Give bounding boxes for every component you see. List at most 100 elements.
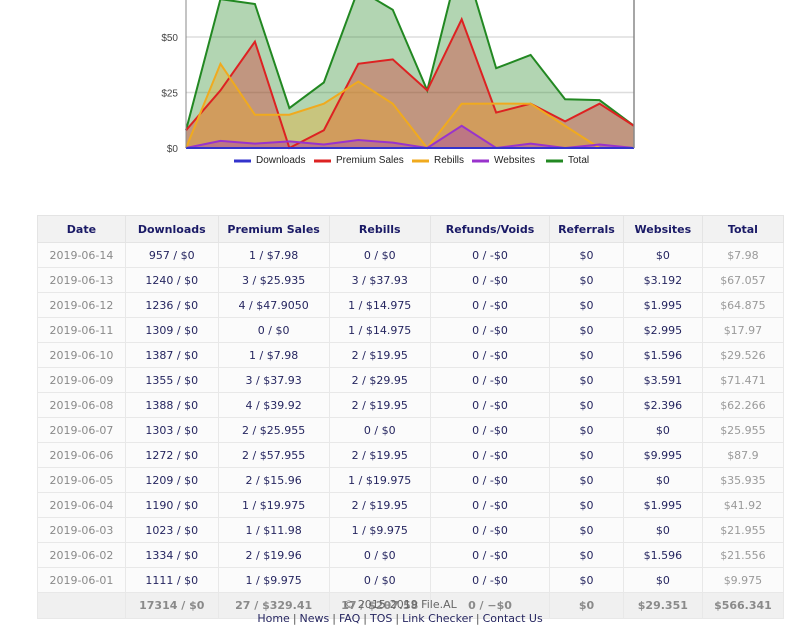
link-separator: |: [363, 612, 368, 625]
cell-premium-sales: 1 / $11.98: [217, 517, 330, 543]
cell-websites: $9.995: [622, 442, 703, 468]
area-rebills: [186, 63, 634, 148]
link-separator: |: [332, 612, 336, 625]
column-header-total: Total: [701, 215, 785, 243]
cell-date: 2019-06-11: [37, 317, 126, 343]
footer-link-link-checker[interactable]: Link Checker: [402, 612, 473, 625]
cell-websites: $3.192: [622, 267, 703, 293]
cell-websites: $1.995: [622, 292, 703, 318]
cell-premium-sales: 2 / $15.96: [217, 467, 330, 493]
chart-lines: [185, 0, 635, 150]
total-cell-date: [37, 592, 126, 619]
cell-downloads: 1236 / $0: [124, 292, 219, 318]
total-cell-refunds-voids: 0 / −$0: [429, 592, 551, 619]
cell-websites: $0: [622, 567, 703, 593]
cell-total: $87.9: [701, 442, 785, 468]
cell-referrals: $0: [549, 267, 624, 293]
cell-rebills: 2 / $29.95: [328, 367, 431, 393]
cell-referrals: $0: [549, 242, 624, 268]
footer-link-home[interactable]: Home: [257, 612, 290, 625]
revenue-chart: $0 $25 $50 Downloads Premium Sales Rebills We…: [0, 0, 800, 175]
cell-downloads: 1303 / $0: [124, 417, 219, 443]
cell-websites: $0: [622, 467, 703, 493]
y-tick-label: $50: [161, 33, 178, 44]
cell-date: 2019-06-09: [37, 367, 126, 393]
cell-rebills: 3 / $37.93: [328, 267, 431, 293]
cell-total: $35.935: [701, 467, 785, 493]
legend-label-total: Total: [568, 155, 589, 166]
footer-link-tos[interactable]: TOS: [370, 612, 393, 625]
cell-referrals: $0: [549, 392, 624, 418]
line-premium-sales: [185, 16, 635, 150]
cell-date: 2019-06-12: [37, 292, 126, 318]
footer-link-faq[interactable]: FAQ: [338, 612, 361, 625]
cell-premium-sales: 2 / $19.96: [217, 542, 330, 568]
cell-premium-sales: 3 / $37.93: [217, 367, 330, 393]
cell-refunds-voids: 0 / -$0: [429, 542, 551, 568]
cell-premium-sales: 1 / $19.975: [217, 492, 330, 518]
cell-downloads: 1387 / $0: [124, 342, 219, 368]
table-row: 2019-06-04 1190 / $0 1 / $19.975 2 / $19.95…: [37, 492, 785, 518]
cell-total: $64.875: [701, 292, 785, 318]
table-header-row: Date Downloads Premium Sales Rebills Refunds…: [37, 215, 785, 243]
table-row: 2019-06-01 1111 / $0 1 / $9.975 0 / $0 0 / -…: [37, 567, 785, 593]
cell-refunds-voids: 0 / -$0: [429, 342, 551, 368]
cell-premium-sales: 2 / $25.955: [217, 417, 330, 443]
y-tick-label: $25: [161, 89, 178, 100]
cell-date: 2019-06-10: [37, 342, 126, 368]
cell-refunds-voids: 0 / -$0: [429, 242, 551, 268]
area-premium-sales: [186, 19, 634, 148]
cell-refunds-voids: 0 / -$0: [429, 292, 551, 318]
link-separator: |: [475, 612, 480, 625]
column-header-downloads: Downloads: [124, 215, 219, 243]
cell-refunds-voids: 0 / -$0: [429, 442, 551, 468]
footer-link-contact-us[interactable]: Contact Us: [482, 612, 543, 625]
legend-label-rebills: Rebills: [434, 155, 464, 166]
column-header-websites: Websites: [622, 215, 703, 243]
cell-premium-sales: 4 / $47.9050: [217, 292, 330, 318]
cell-websites: $0: [622, 417, 703, 443]
total-cell-websites: $29.351: [622, 592, 703, 619]
cell-date: 2019-06-08: [37, 392, 126, 418]
cell-refunds-voids: 0 / -$0: [429, 492, 551, 518]
footer-link-news[interactable]: News: [299, 612, 330, 625]
total-cell-downloads: 17314 / $0: [124, 592, 219, 619]
cell-premium-sales: 1 / $7.98: [217, 342, 330, 368]
cell-total: $67.057: [701, 267, 785, 293]
total-cell-premium-sales: 27 / $329.41: [217, 592, 330, 619]
cell-total: $62.266: [701, 392, 785, 418]
table-row: 2019-06-03 1023 / $0 1 / $11.98 1 / $9.975 0…: [37, 517, 785, 543]
cell-downloads: 1111 / $0: [124, 567, 219, 593]
cell-rebills: 2 / $19.95: [328, 342, 431, 368]
table-row: 2019-06-09 1355 / $0 3 / $37.93 2 / $29.95 0…: [37, 367, 785, 393]
cell-websites: $0: [622, 517, 703, 543]
cell-rebills: 1 / $14.975: [328, 292, 431, 318]
cell-downloads: 1209 / $0: [124, 467, 219, 493]
cell-rebills: 0 / $0: [328, 542, 431, 568]
cell-date: 2019-06-06: [37, 442, 126, 468]
total-cell-total: $566.341: [701, 592, 785, 619]
cell-total: $7.98: [701, 242, 785, 268]
cell-refunds-voids: 0 / -$0: [429, 317, 551, 343]
cell-downloads: 1272 / $0: [124, 442, 219, 468]
cell-rebills: 2 / $19.95: [328, 442, 431, 468]
cell-date: 2019-06-13: [37, 267, 126, 293]
line-total: [185, 0, 635, 131]
cell-rebills: 0 / $0: [328, 242, 431, 268]
cell-date: 2019-06-04: [37, 492, 126, 518]
column-header-date: Date: [37, 215, 126, 243]
legend-label-websites: Websites: [494, 155, 535, 166]
cell-refunds-voids: 0 / -$0: [429, 392, 551, 418]
column-header-refunds-voids: Refunds/Voids: [429, 215, 551, 243]
line-rebills: [185, 61, 634, 150]
cell-downloads: 1023 / $0: [124, 517, 219, 543]
cell-websites: $3.591: [622, 367, 703, 393]
chart-axes: $0 $25 $50: [161, 0, 635, 155]
cell-total: $29.526: [701, 342, 785, 368]
cell-websites: $2.396: [622, 392, 703, 418]
table-row: 2019-06-14 957 / $0 1 / $7.98 0 / $0 0 / -$0…: [37, 242, 785, 268]
y-tick-label: $0: [167, 144, 179, 155]
table-row: 2019-06-08 1388 / $0 4 / $39.92 2 / $19.95 0…: [37, 392, 785, 418]
table-row: 2019-06-06 1272 / $0 2 / $57.955 2 / $19.95…: [37, 442, 785, 468]
cell-downloads: 1309 / $0: [124, 317, 219, 343]
